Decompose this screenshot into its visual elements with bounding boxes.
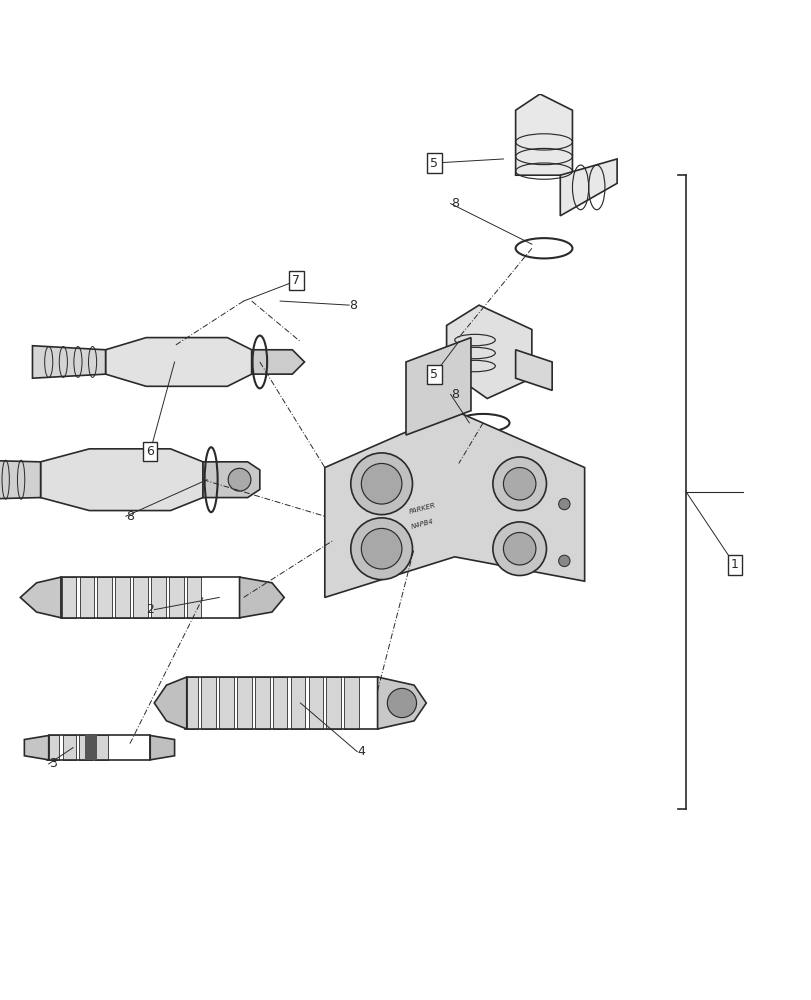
- Bar: [344, 677, 358, 729]
- Polygon shape: [515, 94, 572, 175]
- Polygon shape: [446, 305, 531, 398]
- Circle shape: [492, 457, 546, 511]
- Text: 3: 3: [49, 757, 57, 770]
- Bar: [201, 677, 216, 729]
- Polygon shape: [239, 577, 284, 618]
- Circle shape: [558, 498, 569, 510]
- Bar: [79, 735, 92, 760]
- Circle shape: [503, 532, 535, 565]
- Polygon shape: [377, 677, 426, 729]
- Bar: [308, 677, 323, 729]
- Circle shape: [387, 688, 416, 718]
- Circle shape: [492, 522, 546, 576]
- Bar: [133, 577, 148, 618]
- Polygon shape: [41, 449, 203, 511]
- Bar: [46, 735, 59, 760]
- Polygon shape: [24, 735, 49, 760]
- Polygon shape: [203, 462, 260, 498]
- Text: 6: 6: [146, 445, 154, 458]
- Text: 2: 2: [146, 603, 154, 616]
- Polygon shape: [515, 350, 551, 390]
- Bar: [85, 735, 97, 760]
- Circle shape: [350, 518, 412, 580]
- Text: 1: 1: [730, 558, 738, 571]
- Bar: [219, 677, 234, 729]
- Text: 8: 8: [450, 388, 458, 401]
- Text: 5: 5: [430, 368, 438, 381]
- Polygon shape: [324, 411, 584, 597]
- Polygon shape: [560, 159, 616, 216]
- Bar: [115, 577, 130, 618]
- Polygon shape: [32, 346, 105, 378]
- Bar: [95, 735, 108, 760]
- Text: 5: 5: [430, 157, 438, 170]
- Polygon shape: [154, 677, 187, 729]
- Polygon shape: [0, 459, 41, 500]
- Circle shape: [350, 453, 412, 515]
- Text: 7: 7: [292, 274, 300, 287]
- Polygon shape: [251, 350, 304, 374]
- Circle shape: [558, 555, 569, 567]
- Circle shape: [503, 468, 535, 500]
- Text: 8: 8: [450, 197, 458, 210]
- Polygon shape: [105, 338, 251, 386]
- Polygon shape: [150, 735, 174, 760]
- Bar: [290, 677, 305, 729]
- Bar: [255, 677, 269, 729]
- Bar: [151, 577, 165, 618]
- Bar: [97, 577, 112, 618]
- Circle shape: [228, 468, 251, 491]
- Bar: [326, 677, 341, 729]
- Text: 8: 8: [126, 510, 134, 523]
- Text: 8: 8: [349, 299, 357, 312]
- Bar: [79, 577, 94, 618]
- Bar: [62, 577, 76, 618]
- Polygon shape: [406, 338, 470, 435]
- Circle shape: [361, 463, 401, 504]
- Bar: [183, 677, 198, 729]
- Bar: [237, 677, 251, 729]
- Text: PARKER: PARKER: [408, 502, 436, 515]
- Polygon shape: [20, 577, 61, 618]
- Text: 4: 4: [357, 745, 365, 758]
- Bar: [62, 735, 75, 760]
- Bar: [169, 577, 183, 618]
- Bar: [272, 677, 287, 729]
- Circle shape: [361, 528, 401, 569]
- Text: N4PB4: N4PB4: [410, 518, 434, 530]
- Bar: [187, 577, 201, 618]
